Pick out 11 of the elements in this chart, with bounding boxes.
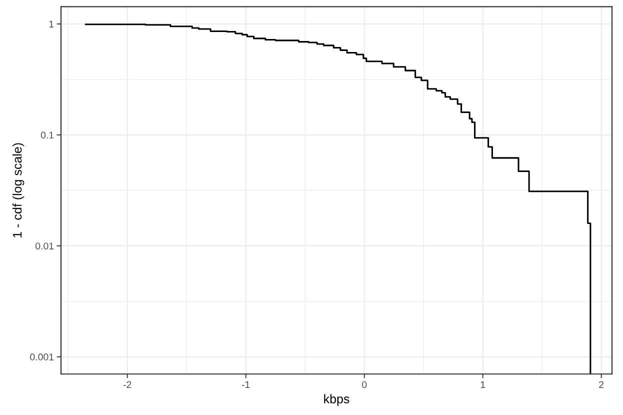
x-tick-label: 2 bbox=[599, 381, 604, 388]
x-axis-title: kbps bbox=[324, 394, 350, 406]
y-tick-label: 0.1 bbox=[40, 132, 54, 139]
y-axis-title: 1 - cdf (log scale) bbox=[12, 143, 24, 238]
x-tick-label: 1 bbox=[480, 381, 486, 388]
y-tick-label: 1 bbox=[49, 20, 54, 28]
x-tick-label: -1 bbox=[242, 381, 250, 388]
x-tick-label: -2 bbox=[123, 381, 132, 388]
y-tick-label: 0.001 bbox=[30, 354, 54, 360]
x-tick-label: 0 bbox=[362, 381, 367, 388]
y-tick-label: 0.01 bbox=[36, 242, 54, 250]
